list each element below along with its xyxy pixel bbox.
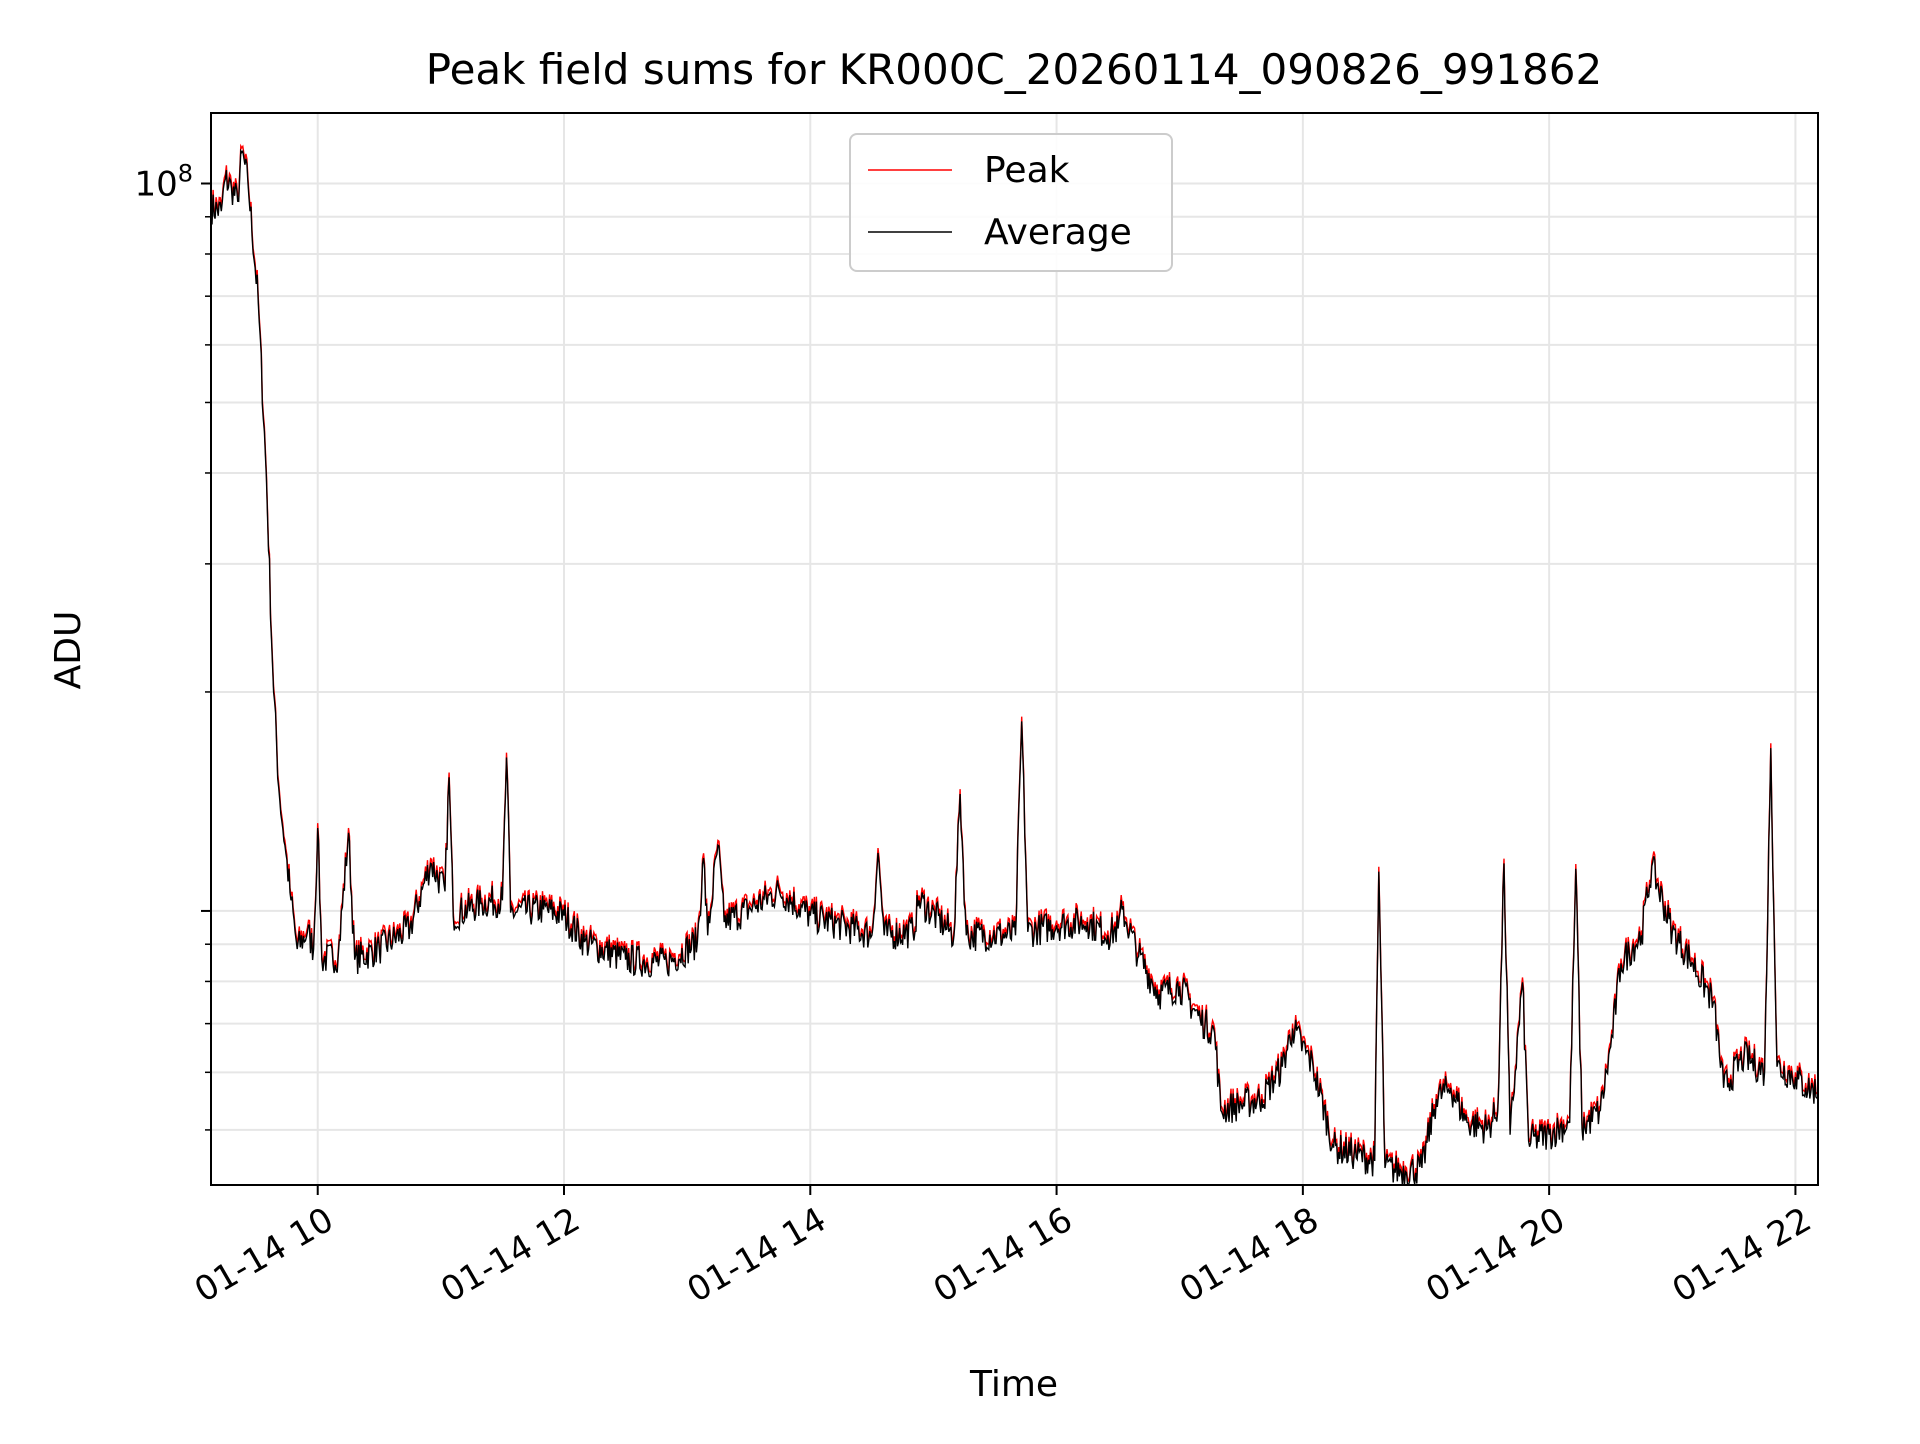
legend-box: [849, 133, 1173, 272]
x-axis-label: Time: [969, 1364, 1058, 1405]
legend-label-peak: Peak: [984, 150, 1070, 191]
legend: Peak Average: [849, 133, 1173, 272]
series-layer: [211, 143, 1818, 1185]
y-axis-label: ADU: [48, 611, 89, 690]
y-tick-label: 108: [134, 159, 193, 204]
series-line-average: [211, 148, 1818, 1185]
legend-label-average: Average: [984, 212, 1132, 253]
plot-frame: [210, 112, 1819, 1186]
chart-title: Peak field sums for KR000C_20260114_0908…: [426, 45, 1602, 94]
